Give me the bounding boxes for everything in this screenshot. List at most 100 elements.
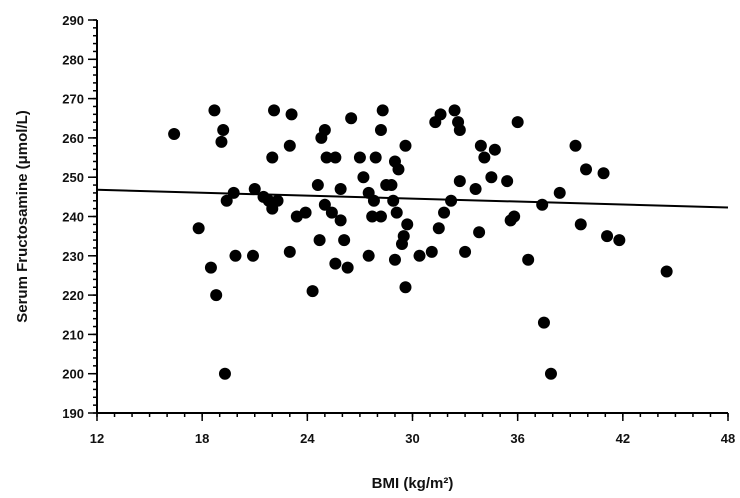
tick-labels: 12 18 24 30 36 42 48 190 200 210 220 230 240 250 260 27… [62, 13, 735, 446]
data-point [459, 245, 472, 258]
data-point [445, 194, 458, 207]
data-point [374, 210, 387, 223]
data-point [271, 194, 284, 207]
data-point [432, 222, 445, 235]
data-point [208, 104, 221, 117]
data-point [469, 182, 482, 195]
data-point [488, 143, 501, 156]
y-tick-label: 210 [62, 327, 84, 342]
data-point [325, 206, 338, 219]
y-tick-label: 200 [62, 367, 84, 382]
data-points [168, 104, 673, 380]
y-tick-label: 230 [62, 249, 84, 264]
data-point [399, 281, 412, 294]
data-point [453, 124, 466, 137]
trend-line [96, 188, 729, 209]
data-point [248, 182, 261, 195]
data-point [217, 124, 230, 137]
data-point [204, 261, 217, 274]
data-point [390, 206, 403, 219]
data-point [366, 210, 379, 223]
y-tick-label: 220 [62, 288, 84, 303]
x-tick-label: 30 [405, 431, 419, 446]
data-point [210, 289, 223, 302]
data-point [329, 151, 342, 164]
data-point [357, 171, 370, 184]
data-point [388, 253, 401, 266]
data-point [501, 175, 514, 188]
data-point [485, 171, 498, 184]
data-point [318, 124, 331, 137]
y-axis-title: Serum Fructosamine (μmol/L) [14, 110, 31, 323]
data-point [334, 214, 347, 227]
data-point [397, 230, 410, 243]
data-point [474, 139, 487, 152]
data-point [220, 194, 233, 207]
data-point [399, 139, 412, 152]
data-point [401, 218, 414, 231]
data-point [553, 186, 566, 199]
data-point [453, 175, 466, 188]
data-point [246, 249, 259, 262]
data-point [283, 139, 296, 152]
data-point [215, 135, 228, 148]
y-tick-label: 240 [62, 210, 84, 225]
data-point [376, 104, 389, 117]
data-point [268, 104, 281, 117]
data-point [374, 124, 387, 137]
data-point [329, 257, 342, 270]
data-point [387, 194, 400, 207]
data-point [580, 163, 593, 176]
data-point [285, 108, 298, 121]
data-point [392, 163, 405, 176]
data-point [218, 367, 231, 380]
y-tick-label: 280 [62, 52, 84, 67]
data-point [413, 249, 426, 262]
x-tick-label: 42 [616, 431, 630, 446]
y-tick-label: 290 [62, 13, 84, 28]
y-tick-label: 250 [62, 170, 84, 185]
data-point [362, 249, 375, 262]
data-point [369, 151, 382, 164]
y-tick-label: 190 [62, 406, 84, 421]
data-point [338, 234, 351, 247]
data-point [569, 139, 582, 152]
data-point [266, 151, 279, 164]
data-point [341, 261, 354, 274]
x-tick-label: 12 [90, 431, 104, 446]
data-point [299, 206, 312, 219]
major-ticks [88, 19, 729, 421]
data-point [537, 316, 550, 329]
data-point [227, 186, 240, 199]
data-point [353, 151, 366, 164]
data-point [511, 116, 524, 129]
x-tick-label: 24 [300, 431, 315, 446]
data-point [229, 249, 242, 262]
data-point [334, 182, 347, 195]
x-axis-title: BMI (kg/m²) [372, 475, 454, 492]
data-point [385, 179, 398, 192]
x-tick-label: 36 [510, 431, 524, 446]
data-point [536, 198, 549, 211]
data-point [601, 230, 614, 243]
data-point [192, 222, 205, 235]
data-point [660, 265, 673, 278]
minor-ticks [93, 19, 729, 417]
data-point [473, 226, 486, 239]
data-point [574, 218, 587, 231]
data-point [425, 245, 438, 258]
data-point [313, 234, 326, 247]
data-point [434, 108, 447, 121]
data-point [318, 198, 331, 211]
data-point [438, 206, 451, 219]
data-point [478, 151, 491, 164]
data-point [283, 245, 296, 258]
data-point [613, 234, 626, 247]
data-point [544, 367, 557, 380]
y-tick-label: 270 [62, 92, 84, 107]
data-point [168, 127, 181, 140]
y-tick-label: 260 [62, 131, 84, 146]
data-point [306, 285, 319, 298]
